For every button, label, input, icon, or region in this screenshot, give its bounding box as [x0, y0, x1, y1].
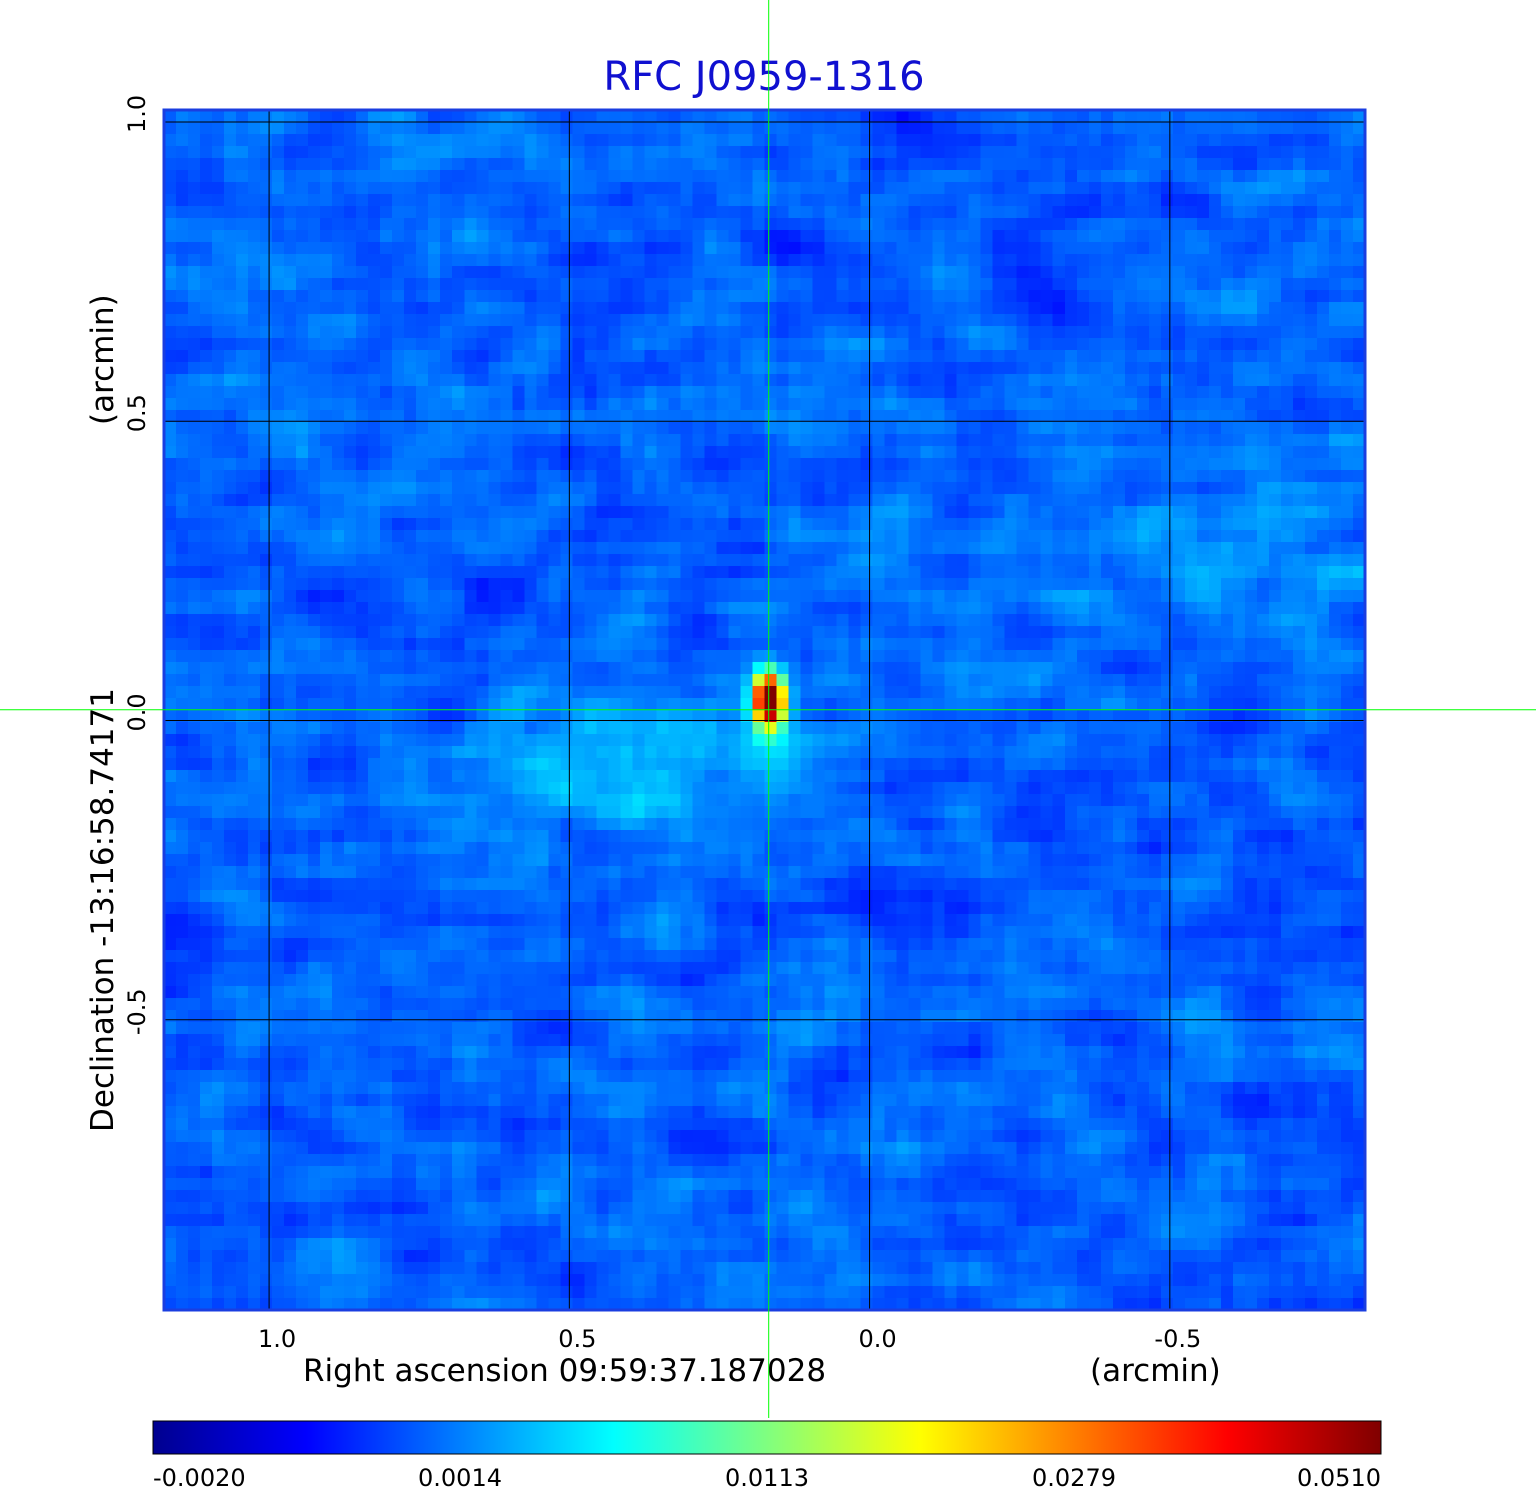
- colorbar-tick-label: 0.0113: [725, 1464, 809, 1492]
- y-tick-label: 0.5: [123, 394, 151, 432]
- x-tick-label: 0.0: [859, 1325, 897, 1353]
- colorbar-tick-label: -0.0020: [153, 1464, 246, 1492]
- x-tick-label: -0.5: [1154, 1325, 1201, 1353]
- colorbar-tick-labels: -0.0020 0.0014 0.0113 0.0279 0.0510: [153, 1464, 1381, 1492]
- x-tick-labels: 1.0 0.5 0.0 -0.5: [258, 1325, 1201, 1353]
- y-tick-label: -0.5: [123, 988, 151, 1035]
- colorbar-tick-label: 0.0510: [1297, 1464, 1381, 1492]
- y-axis-label: Declination -13:16:58.74171: [85, 688, 121, 1132]
- y-axis-unit: (arcmin): [85, 294, 121, 425]
- colorbar-tick-label: 0.0279: [1032, 1464, 1116, 1492]
- colorbar-tick-label: 0.0014: [418, 1464, 502, 1492]
- x-axis-label: Right ascension 09:59:37.187028: [303, 1353, 826, 1389]
- crosshair: [0, 0, 1536, 1418]
- y-tick-label: 1.0: [123, 95, 151, 133]
- y-tick-label: 0.0: [123, 693, 151, 731]
- y-tick-labels: 1.0 0.5 0.0 -0.5: [123, 95, 151, 1035]
- chart-title: RFC J0959-1316: [603, 54, 924, 100]
- x-axis-unit: (arcmin): [1090, 1353, 1221, 1389]
- colorbar: [152, 1420, 1382, 1455]
- x-tick-label: 1.0: [258, 1325, 296, 1353]
- x-tick-label: 0.5: [558, 1325, 596, 1353]
